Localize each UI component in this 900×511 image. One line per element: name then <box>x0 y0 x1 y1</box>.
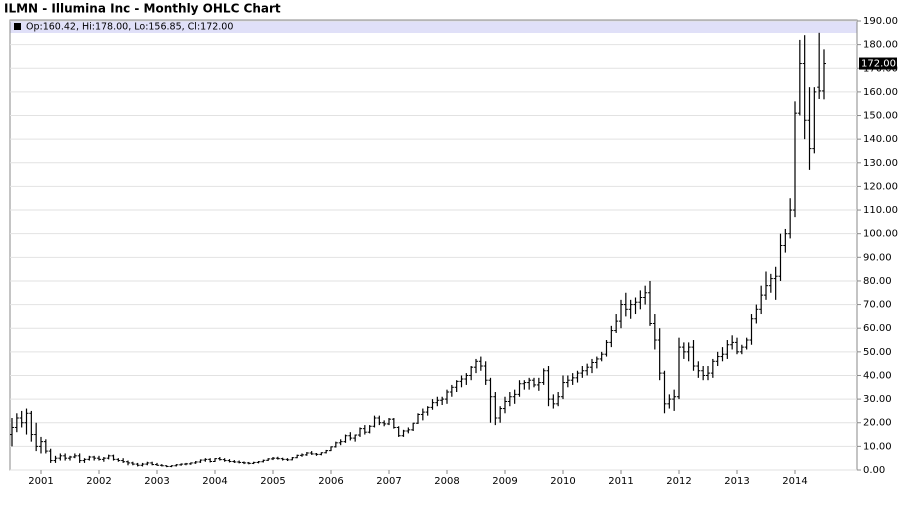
y-tick-label: 160.00 <box>863 87 898 98</box>
y-tick-label: 90.00 <box>863 252 892 263</box>
y-tick-label: 40.00 <box>863 370 892 381</box>
y-tick-label: 130.00 <box>863 158 898 169</box>
x-tick-label: 2011 <box>608 476 633 487</box>
y-tick-label: 20.00 <box>863 418 892 429</box>
price-marker-label: 172.00 <box>861 59 896 70</box>
y-tick-label: 100.00 <box>863 229 898 240</box>
y-tick-label: 30.00 <box>863 394 892 405</box>
x-tick-label: 2004 <box>202 476 227 487</box>
x-tick-label: 2001 <box>28 476 53 487</box>
x-tick-label: 2007 <box>376 476 401 487</box>
legend-band <box>10 20 857 33</box>
x-tick-label: 2009 <box>492 476 517 487</box>
legend-swatch <box>14 23 21 30</box>
y-tick-label: 110.00 <box>863 205 898 216</box>
y-tick-label: 150.00 <box>863 111 898 122</box>
y-tick-label: 80.00 <box>863 276 892 287</box>
legend-text: Op:160.42, Hi:178.00, Lo:156.85, Cl:172.… <box>26 22 233 33</box>
x-tick-label: 2008 <box>434 476 459 487</box>
x-tick-label: 2010 <box>550 476 575 487</box>
x-tick-label: 2006 <box>318 476 343 487</box>
y-tick-label: 0.00 <box>863 465 885 476</box>
x-tick-label: 2003 <box>144 476 169 487</box>
y-tick-label: 180.00 <box>863 40 898 51</box>
y-tick-label: 50.00 <box>863 347 892 358</box>
y-tick-label: 140.00 <box>863 134 898 145</box>
x-tick-label: 2013 <box>724 476 749 487</box>
y-tick-label: 120.00 <box>863 181 898 192</box>
price-marker <box>859 57 897 70</box>
x-tick-label: 2012 <box>666 476 691 487</box>
x-tick-label: 2014 <box>782 476 807 487</box>
y-tick-label: 60.00 <box>863 323 892 334</box>
y-tick-label: 70.00 <box>863 300 892 311</box>
y-tick-label: 10.00 <box>863 441 892 452</box>
y-tick-label: 190.00 <box>863 16 898 27</box>
x-tick-label: 2002 <box>86 476 111 487</box>
chart-title: ILMN - Illumina Inc - Monthly OHLC Chart <box>4 2 281 16</box>
x-tick-label: 2005 <box>260 476 285 487</box>
